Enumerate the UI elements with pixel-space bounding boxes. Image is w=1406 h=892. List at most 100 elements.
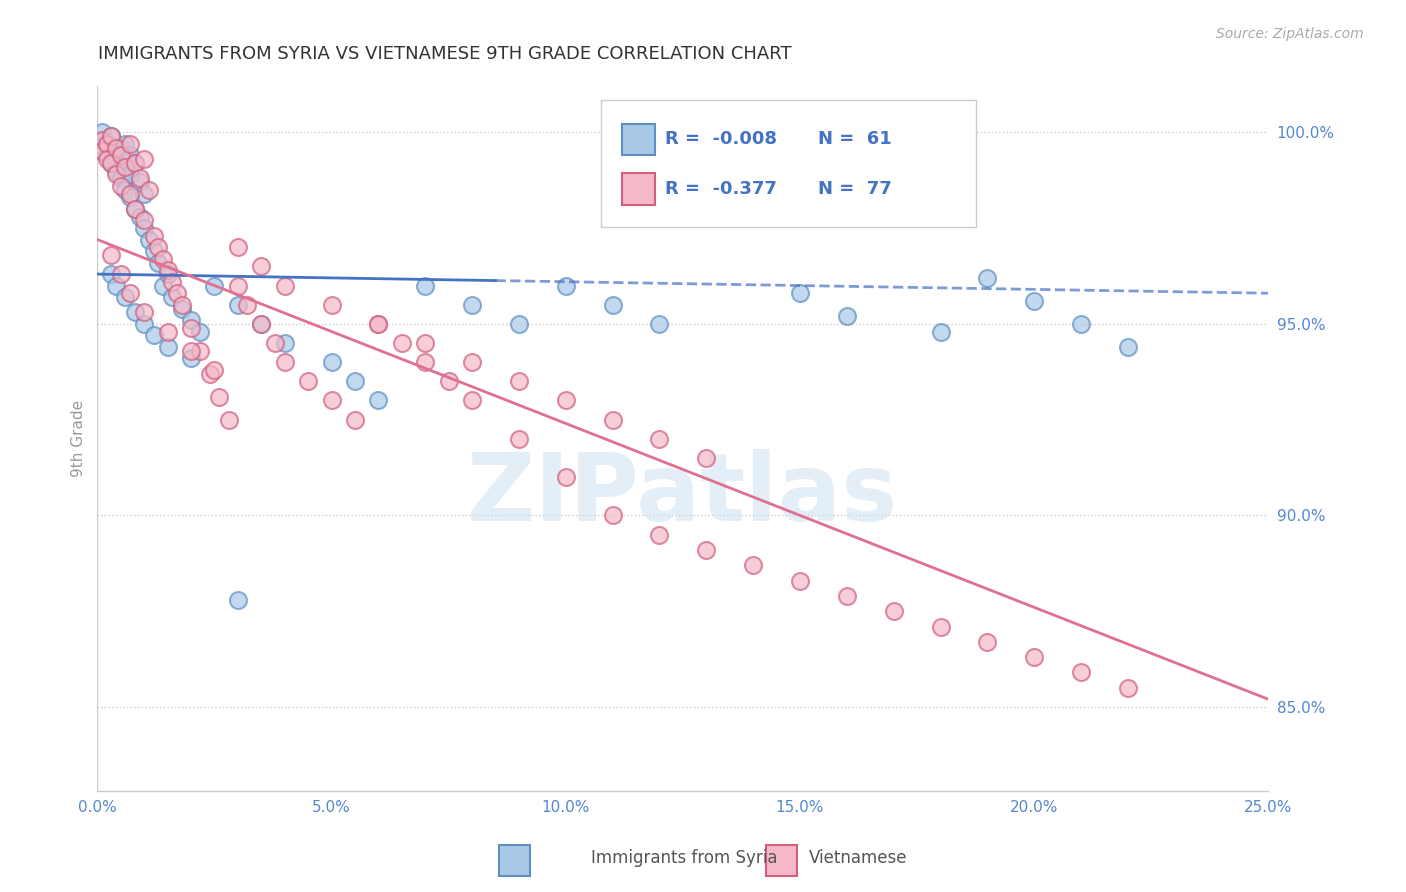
Point bbox=[124, 202, 146, 216]
Point bbox=[120, 186, 142, 201]
Point bbox=[100, 156, 122, 170]
Point bbox=[100, 145, 122, 159]
Point bbox=[554, 470, 576, 484]
Point bbox=[835, 589, 858, 603]
Bar bbox=[621, 173, 655, 205]
Point bbox=[190, 343, 212, 358]
Point bbox=[142, 244, 165, 258]
Point bbox=[264, 336, 287, 351]
Point bbox=[180, 343, 202, 358]
Point bbox=[105, 278, 128, 293]
Point bbox=[180, 320, 202, 334]
Point bbox=[461, 355, 484, 369]
Y-axis label: 9th Grade: 9th Grade bbox=[72, 401, 86, 477]
Point bbox=[96, 148, 118, 162]
Point bbox=[100, 129, 122, 144]
Point bbox=[114, 136, 136, 151]
Point bbox=[648, 317, 671, 331]
Point bbox=[236, 298, 259, 312]
Text: ZIPatlas: ZIPatlas bbox=[467, 450, 898, 541]
Point bbox=[648, 432, 671, 446]
Point bbox=[1116, 340, 1139, 354]
Point bbox=[91, 133, 114, 147]
Point bbox=[170, 301, 193, 316]
Point bbox=[100, 267, 122, 281]
Point bbox=[413, 336, 436, 351]
Point bbox=[134, 186, 156, 201]
Point bbox=[152, 252, 174, 266]
Text: IMMIGRANTS FROM SYRIA VS VIETNAMESE 9TH GRADE CORRELATION CHART: IMMIGRANTS FROM SYRIA VS VIETNAMESE 9TH … bbox=[98, 45, 792, 62]
Point bbox=[91, 145, 114, 159]
Point bbox=[274, 278, 297, 293]
Text: Source: ZipAtlas.com: Source: ZipAtlas.com bbox=[1216, 27, 1364, 41]
Point bbox=[343, 375, 366, 389]
Point bbox=[148, 240, 170, 254]
Point bbox=[976, 271, 998, 285]
Point bbox=[180, 351, 202, 366]
Bar bbox=[621, 124, 655, 155]
Point bbox=[142, 228, 165, 243]
Point bbox=[156, 267, 179, 281]
Point bbox=[152, 278, 174, 293]
Point bbox=[1024, 650, 1046, 665]
Point bbox=[789, 286, 811, 301]
Point bbox=[134, 152, 156, 166]
Point bbox=[274, 336, 297, 351]
Point bbox=[218, 412, 240, 426]
Point bbox=[156, 325, 179, 339]
Point bbox=[114, 290, 136, 304]
Point bbox=[138, 183, 160, 197]
Point bbox=[883, 604, 905, 618]
Point bbox=[602, 298, 624, 312]
Point bbox=[190, 325, 212, 339]
Point bbox=[142, 328, 165, 343]
Point bbox=[204, 363, 226, 377]
Point bbox=[274, 355, 297, 369]
Point bbox=[110, 141, 132, 155]
Point bbox=[110, 267, 132, 281]
Point bbox=[250, 317, 273, 331]
Point bbox=[226, 240, 249, 254]
Point bbox=[114, 160, 136, 174]
Point bbox=[166, 286, 188, 301]
Point bbox=[1070, 317, 1092, 331]
Point bbox=[198, 367, 221, 381]
Point bbox=[91, 133, 114, 147]
Point bbox=[789, 574, 811, 588]
Point bbox=[226, 298, 249, 312]
Bar bbox=[766, 845, 797, 876]
Point bbox=[250, 317, 273, 331]
Point bbox=[508, 432, 530, 446]
Point bbox=[120, 148, 142, 162]
Text: R =  -0.377: R = -0.377 bbox=[665, 179, 778, 197]
Text: N =  61: N = 61 bbox=[817, 130, 891, 148]
Point bbox=[461, 393, 484, 408]
Point bbox=[124, 202, 146, 216]
Point bbox=[742, 558, 765, 573]
Point bbox=[343, 412, 366, 426]
Point bbox=[100, 248, 122, 262]
Point bbox=[204, 278, 226, 293]
Point bbox=[367, 393, 389, 408]
Point bbox=[413, 278, 436, 293]
Point bbox=[250, 260, 273, 274]
Point bbox=[602, 412, 624, 426]
Point bbox=[128, 210, 150, 224]
Point bbox=[105, 168, 128, 182]
Point bbox=[96, 152, 118, 166]
Point bbox=[695, 542, 717, 557]
Text: Vietnamese: Vietnamese bbox=[808, 849, 907, 867]
Point bbox=[134, 305, 156, 319]
Point bbox=[367, 317, 389, 331]
Point bbox=[929, 325, 952, 339]
Point bbox=[100, 156, 122, 170]
Point bbox=[124, 156, 146, 170]
Point bbox=[554, 393, 576, 408]
Point bbox=[124, 156, 146, 170]
Point bbox=[508, 317, 530, 331]
Point bbox=[105, 163, 128, 178]
Point bbox=[367, 317, 389, 331]
Point bbox=[134, 317, 156, 331]
Point bbox=[321, 298, 343, 312]
Point bbox=[120, 136, 142, 151]
